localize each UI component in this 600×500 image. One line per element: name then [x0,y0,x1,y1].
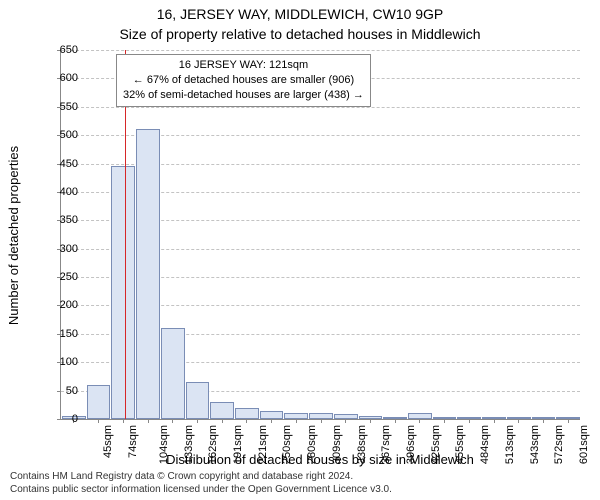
x-tick [321,419,322,423]
plot-area: 16 JERSEY WAY: 121sqm ← 67% of detached … [60,50,580,420]
chart-container: 16, JERSEY WAY, MIDDLEWICH, CW10 9GP Siz… [0,0,600,500]
annotation-line-3: 32% of semi-detached houses are larger (… [123,88,364,103]
histogram-bar [111,166,135,419]
x-tick [197,419,198,423]
y-tick-label: 350 [42,214,78,226]
histogram-bar [87,385,111,419]
x-tick-label: 513sqm [504,425,516,464]
y-axis-label: Number of detached properties [4,50,24,420]
x-tick-label: 543sqm [529,425,541,464]
x-tick-label: 162sqm [207,425,219,464]
x-tick-label: 455sqm [454,425,466,464]
y-tick-label: 200 [42,299,78,311]
x-tick [543,419,544,423]
x-tick [246,419,247,423]
gridline [61,50,580,51]
x-tick [296,419,297,423]
x-tick-label: 601sqm [578,425,590,464]
x-tick-label: 191sqm [232,425,244,464]
x-tick [148,419,149,423]
x-tick [271,419,272,423]
x-tick [395,419,396,423]
x-tick [494,419,495,423]
histogram-bar [186,382,210,419]
x-tick [518,419,519,423]
y-tick-label: 50 [42,385,78,397]
x-tick [172,419,173,423]
x-tick [469,419,470,423]
histogram-bar [136,129,160,419]
annotation-line-2: ← 67% of detached houses are smaller (90… [123,73,364,88]
y-tick-label: 0 [42,413,78,425]
histogram-bar [235,408,259,419]
y-tick-label: 150 [42,328,78,340]
y-tick-label: 500 [42,129,78,141]
annotation-line-1: 16 JERSEY WAY: 121sqm [123,58,364,73]
x-tick-label: 396sqm [405,425,417,464]
y-tick-label: 400 [42,186,78,198]
x-tick [444,419,445,423]
x-tick [419,419,420,423]
x-tick [568,419,569,423]
histogram-bar [210,402,234,419]
y-tick-label: 650 [42,44,78,56]
y-tick-label: 300 [42,243,78,255]
y-tick-label: 600 [42,72,78,84]
x-tick [222,419,223,423]
x-tick-label: 484sqm [479,425,491,464]
x-tick [98,419,99,423]
y-tick-label: 250 [42,271,78,283]
x-tick-label: 133sqm [183,425,195,464]
y-tick-label: 450 [42,158,78,170]
footer-attribution: Contains HM Land Registry data © Crown c… [10,471,392,496]
y-tick-label: 100 [42,356,78,368]
x-tick-label: 572sqm [553,425,565,464]
chart-subtitle: Size of property relative to detached ho… [0,26,600,42]
x-tick [123,419,124,423]
x-tick-label: 425sqm [430,425,442,464]
x-tick-label: 45sqm [102,425,114,458]
histogram-bar [161,328,185,419]
x-tick-label: 309sqm [331,425,343,464]
x-tick [345,419,346,423]
x-tick-label: 104sqm [158,425,170,464]
footer-line-1: Contains HM Land Registry data © Crown c… [10,471,392,484]
chart-title-address: 16, JERSEY WAY, MIDDLEWICH, CW10 9GP [0,6,600,22]
histogram-bar [260,411,284,420]
x-tick-label: 338sqm [356,425,368,464]
x-tick-label: 74sqm [127,425,139,458]
annotation-box: 16 JERSEY WAY: 121sqm ← 67% of detached … [116,54,371,107]
footer-line-2: Contains public sector information licen… [10,484,392,497]
gridline [61,107,580,108]
x-tick-label: 250sqm [281,425,293,464]
y-tick-label: 550 [42,101,78,113]
x-tick-label: 367sqm [380,425,392,464]
x-tick [370,419,371,423]
x-tick-label: 221sqm [257,425,269,464]
x-tick-label: 280sqm [306,425,318,464]
